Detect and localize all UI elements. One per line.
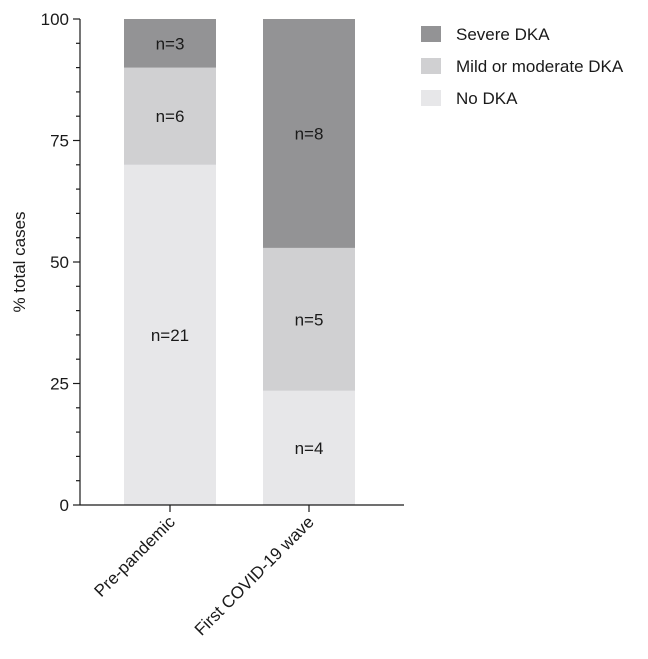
y-axis: 0 25 50 75 100 [41, 10, 81, 515]
legend: Severe DKA Mild or moderate DKA No DKA [421, 25, 624, 108]
legend-swatch [421, 26, 441, 42]
y-tick-label: 100 [41, 10, 69, 29]
x-tick-label: First COVID-19 wave [191, 512, 318, 639]
legend-swatch [421, 58, 441, 74]
x-axis: Pre-pandemic First COVID-19 wave [80, 504, 404, 639]
y-axis-label: % total cases [10, 211, 29, 312]
legend-label: Mild or moderate DKA [456, 57, 624, 76]
bars-layer: n=21 n=6 n=3 n=4 n=5 n=8 [124, 19, 355, 506]
y-tick-label: 50 [50, 253, 69, 272]
y-tick-label: 25 [50, 375, 69, 394]
segment-label: n=4 [295, 439, 324, 458]
bar-segment-2-1 [124, 67, 216, 165]
x-tick-label: Pre-pandemic [91, 512, 180, 601]
legend-label: No DKA [456, 89, 518, 108]
bar-segment-3-1 [124, 19, 216, 68]
segment-label: n=6 [156, 107, 185, 126]
legend-label: Severe DKA [456, 25, 550, 44]
legend-swatch [421, 90, 441, 106]
segment-label: n=3 [156, 34, 185, 53]
bar-segment-1-1 [124, 164, 216, 506]
bar-segment-2-2 [263, 247, 355, 391]
bar-segment-3-2 [263, 19, 355, 248]
y-tick-label: 75 [50, 132, 69, 151]
segment-label: n=8 [295, 124, 324, 143]
segment-label: n=5 [295, 310, 324, 329]
segment-label: n=21 [151, 326, 189, 345]
bar-segment-1-2 [263, 390, 355, 505]
y-tick-label: 0 [60, 496, 69, 515]
